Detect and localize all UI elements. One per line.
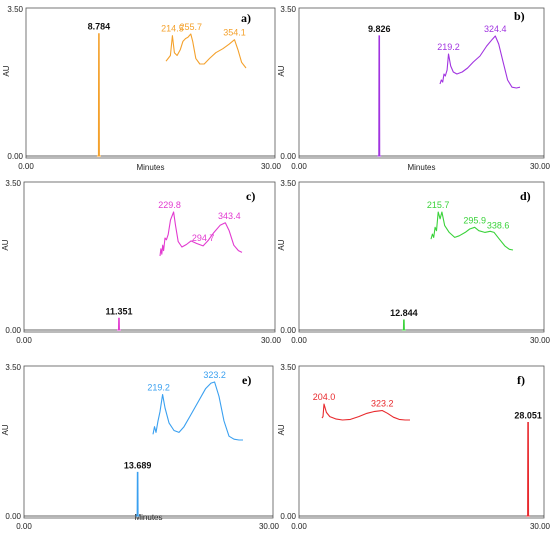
y-tick-label: 0.00 [7, 152, 23, 161]
uv-spectrum-line [165, 33, 247, 69]
y-axis-label: AU [277, 424, 286, 435]
peak-retention-time-label: 9.826 [368, 24, 391, 34]
y-tick-label: 3.50 [5, 179, 21, 188]
chromatogram-peak [377, 35, 382, 157]
panel-5: 0.00 3.50 0.00 30.00 Minutes AU e) 13.689 219.2 3… [1, 363, 280, 531]
x-tick-label: 0.00 [16, 522, 32, 531]
uv-spectrum-line [152, 381, 243, 441]
panel-label: e) [242, 373, 251, 387]
x-tick-label: 30.00 [259, 522, 280, 531]
y-tick-label: 3.50 [280, 363, 296, 372]
y-tick-label: 0.00 [280, 152, 296, 161]
panel-label: c) [246, 189, 255, 203]
y-tick-label: 3.50 [280, 179, 296, 188]
peak-retention-time-label: 13.689 [124, 460, 152, 470]
uv-max-label: 295.9 [463, 215, 486, 225]
panel-label: b) [514, 9, 525, 23]
y-axis-label: AU [1, 424, 10, 435]
uv-max-label: 204.0 [313, 392, 336, 402]
peak-retention-time-label: 28.051 [514, 410, 542, 420]
uv-max-label: 338.6 [487, 220, 510, 230]
y-axis-label: AU [277, 239, 286, 250]
uv-spectrum-line [430, 211, 514, 251]
y-axis-label: AU [277, 65, 286, 76]
y-axis-label: AU [2, 65, 11, 76]
x-tick-label: 0.00 [18, 162, 34, 171]
panel-3: 0.00 3.50 0.00 30.00 AU c) 11.351 229.8 294.7 343… [1, 179, 282, 345]
x-axis-label: Minutes [134, 513, 162, 522]
chromatogram-peak [526, 421, 531, 517]
uv-max-label: 323.2 [203, 370, 226, 380]
y-tick-label: 0.00 [280, 326, 296, 335]
x-tick-label: 30.00 [261, 336, 282, 345]
x-axis-label: Minutes [407, 163, 435, 172]
panel-label: f) [517, 373, 525, 387]
panel-1: 0.00 3.50 0.00 30.00 Minutes AU a) 8.784 214.525… [2, 5, 282, 172]
x-tick-label: 30.00 [530, 522, 550, 531]
x-axis-label: Minutes [136, 163, 164, 172]
uv-max-label: 215.7 [427, 200, 450, 210]
plot-frame [298, 365, 545, 519]
x-tick-label: 30.00 [530, 336, 550, 345]
x-tick-label: 30.00 [261, 162, 282, 171]
y-tick-label: 0.00 [280, 512, 296, 521]
y-tick-label: 3.50 [5, 363, 21, 372]
x-tick-label: 0.00 [16, 336, 32, 345]
uv-max-label: 214.5 [161, 24, 184, 34]
uv-max-label: 324.4 [484, 24, 507, 34]
y-tick-label: 3.50 [280, 5, 296, 14]
uv-max-label: 354.1 [223, 28, 246, 38]
panel-6: 0.00 3.50 0.00 30.00 AU f) 28.051 204.0 323.2 [277, 363, 550, 531]
y-tick-label: 0.00 [5, 512, 21, 521]
uv-spectrum-line [321, 403, 410, 421]
peak-retention-time-label: 8.784 [88, 22, 111, 32]
uv-max-label: 219.2 [147, 383, 170, 393]
x-tick-label: 0.00 [291, 162, 307, 171]
y-axis-label: AU [1, 239, 10, 250]
plot-frame [23, 181, 276, 333]
chromatogram-peak [116, 317, 121, 331]
peak-retention-time-label: 12.844 [390, 308, 418, 318]
uv-max-label: 294.7 [192, 233, 215, 243]
chromatogram-peak [96, 33, 101, 157]
uv-spectrum-line [159, 211, 243, 257]
panel-2: 0.00 3.50 0.00 30.00 Minutes AU b) 9.826 219.2 32… [277, 5, 550, 172]
uv-max-label: 323.2 [371, 398, 394, 408]
y-tick-label: 0.00 [5, 326, 21, 335]
panel-4: 0.00 3.50 0.00 30.00 AU d) 12.844 215.7 295.9338… [277, 179, 550, 345]
uv-spectrum-line [439, 35, 521, 89]
x-tick-label: 0.00 [291, 336, 307, 345]
uv-max-label: 255.7 [179, 22, 202, 32]
chromatogram-peak [401, 319, 406, 331]
plot-frame [23, 365, 274, 519]
uv-max-label: 343.4 [218, 211, 241, 221]
x-tick-label: 30.00 [530, 162, 550, 171]
panel-label: d) [520, 189, 531, 203]
panel-label: a) [241, 11, 251, 25]
chromatogram-peak [135, 471, 140, 517]
plot-frame [25, 7, 276, 159]
uv-max-label: 219.2 [437, 42, 460, 52]
uv-max-label: 229.8 [158, 200, 181, 210]
x-tick-label: 0.00 [291, 522, 307, 531]
peak-retention-time-label: 11.351 [105, 306, 132, 316]
plot-frame [298, 7, 545, 159]
plot-frame [298, 181, 545, 333]
y-tick-label: 3.50 [7, 5, 23, 14]
